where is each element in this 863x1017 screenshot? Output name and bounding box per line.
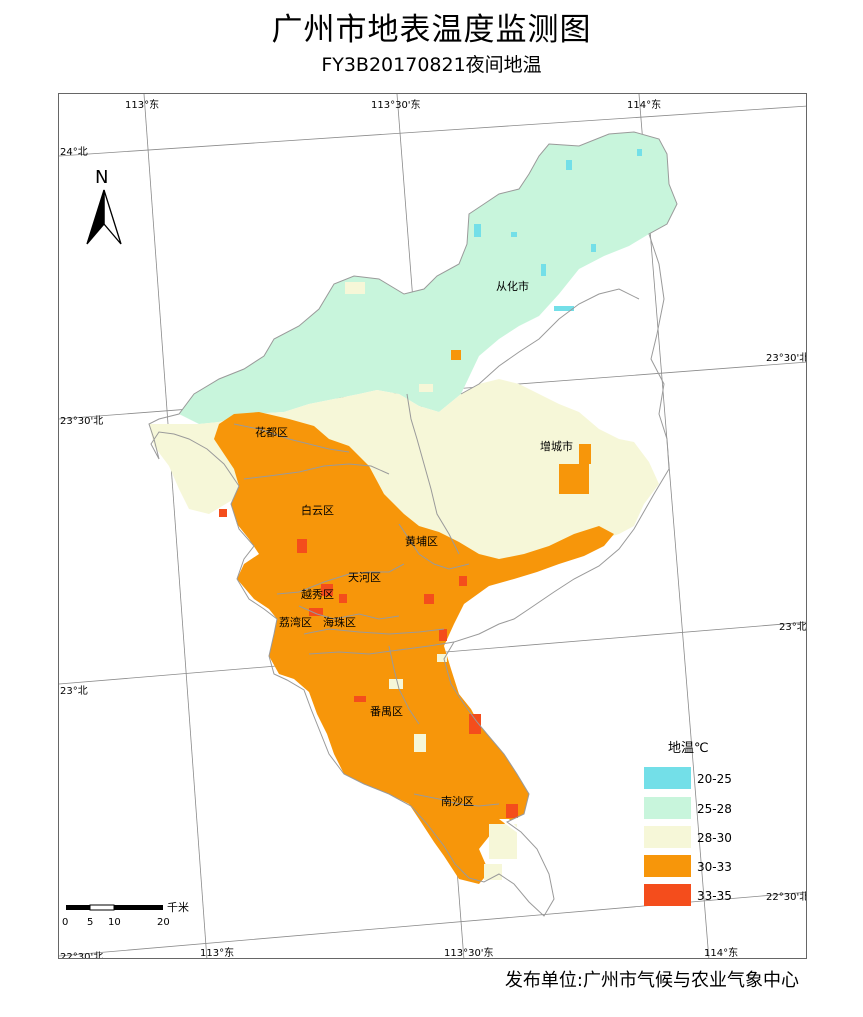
coord-left-24: 24°北 <box>60 146 88 158</box>
scale-tick-5: 5 <box>87 917 93 928</box>
district-label-haizhu: 海珠区 <box>323 615 356 629</box>
district-label-conghua: 从化市 <box>496 279 529 293</box>
hotspot <box>309 608 323 616</box>
hotspot <box>506 804 518 818</box>
hotspot <box>297 539 307 553</box>
coord-right-23-30: 23°30'北 <box>766 352 807 364</box>
coord-top-114: 114°东 <box>627 98 661 111</box>
map-canvas: 从化市 花都区 增城市 白云区 黄埔区 天河区 越秀区 荔湾区 海珠区 番禺区 … <box>59 94 807 959</box>
district-label-panyu: 番禺区 <box>370 705 403 718</box>
coord-bottom-113-30: 113°30'东 <box>444 946 494 959</box>
district-label-huadu: 花都区 <box>255 426 288 439</box>
coord-left-22-30: 22°30'北 <box>60 951 103 959</box>
district-label-baiyun: 白云区 <box>301 503 334 517</box>
map-title: 广州市地表温度监测图 <box>271 12 592 48</box>
legend-label-30-33: 30-33 <box>697 860 732 874</box>
legend-swatch-28-30 <box>644 826 691 848</box>
publisher-credit: 发布单位:广州市气候与农业气象中心 <box>504 970 799 991</box>
coord-bottom-114: 114°东 <box>704 946 738 959</box>
legend-label-20-25: 20-25 <box>697 772 732 786</box>
scale-bar: 千米 0 5 10 20 <box>62 901 189 928</box>
hotspot <box>219 509 227 517</box>
scale-unit: 千米 <box>167 901 189 914</box>
legend-swatch-30-33 <box>644 855 691 877</box>
map-subtitle: FY3B20170821夜间地温 <box>321 54 542 76</box>
coord-top-113: 113°东 <box>125 98 159 111</box>
legend-title: 地温℃ <box>668 741 709 756</box>
scale-tick-20: 20 <box>157 917 170 928</box>
coord-bottom-113: 113°东 <box>200 946 234 959</box>
hotspot <box>469 714 481 734</box>
legend-label-25-28: 25-28 <box>697 802 732 816</box>
district-boundaries <box>148 131 678 917</box>
hotspot <box>424 594 434 604</box>
district-label-liwan: 荔湾区 <box>279 615 312 629</box>
legend-label-28-30: 28-30 <box>697 831 732 845</box>
coord-left-23-30: 23°30'北 <box>60 415 103 427</box>
hotspot <box>321 584 333 596</box>
north-arrow-label: N <box>95 167 108 188</box>
parallel-24 <box>59 105 806 157</box>
coord-right-22-30: 22°30'北 <box>766 891 807 903</box>
district-label-zengcheng: 增城市 <box>540 439 573 453</box>
legend-label-33-35: 33-35 <box>697 889 732 903</box>
scale-tick-10: 10 <box>108 917 121 928</box>
hotspot <box>459 576 467 586</box>
scale-tick-0: 0 <box>62 917 68 928</box>
district-label-nansha: 南沙区 <box>441 795 474 808</box>
north-arrow-icon <box>103 189 122 245</box>
coord-top-113-30: 113°30'东 <box>371 98 421 111</box>
coord-right-23: 23°北 <box>779 621 807 633</box>
legend-swatch-33-35 <box>644 884 691 906</box>
hotspot <box>439 629 447 641</box>
hotspot <box>339 594 347 603</box>
district-label-yuexiu: 越秀区 <box>301 587 334 601</box>
region-fills <box>149 132 677 889</box>
district-label-huangpu: 黄埔区 <box>405 534 438 548</box>
zone-25-28 <box>179 132 677 424</box>
north-arrow: N <box>86 167 122 245</box>
legend: 地温℃ 20-25 25-28 28-30 30-33 33-35 <box>644 741 732 906</box>
district-label-tianhe: 天河区 <box>348 571 381 584</box>
map-frame: 从化市 花都区 增城市 白云区 黄埔区 天河区 越秀区 荔湾区 海珠区 番禺区 … <box>58 93 807 959</box>
hotspot <box>354 696 366 702</box>
coord-left-23: 23°北 <box>60 685 88 697</box>
meridian-113 <box>143 94 208 958</box>
legend-swatch-20-25 <box>644 767 691 789</box>
legend-swatch-25-28 <box>644 797 691 819</box>
